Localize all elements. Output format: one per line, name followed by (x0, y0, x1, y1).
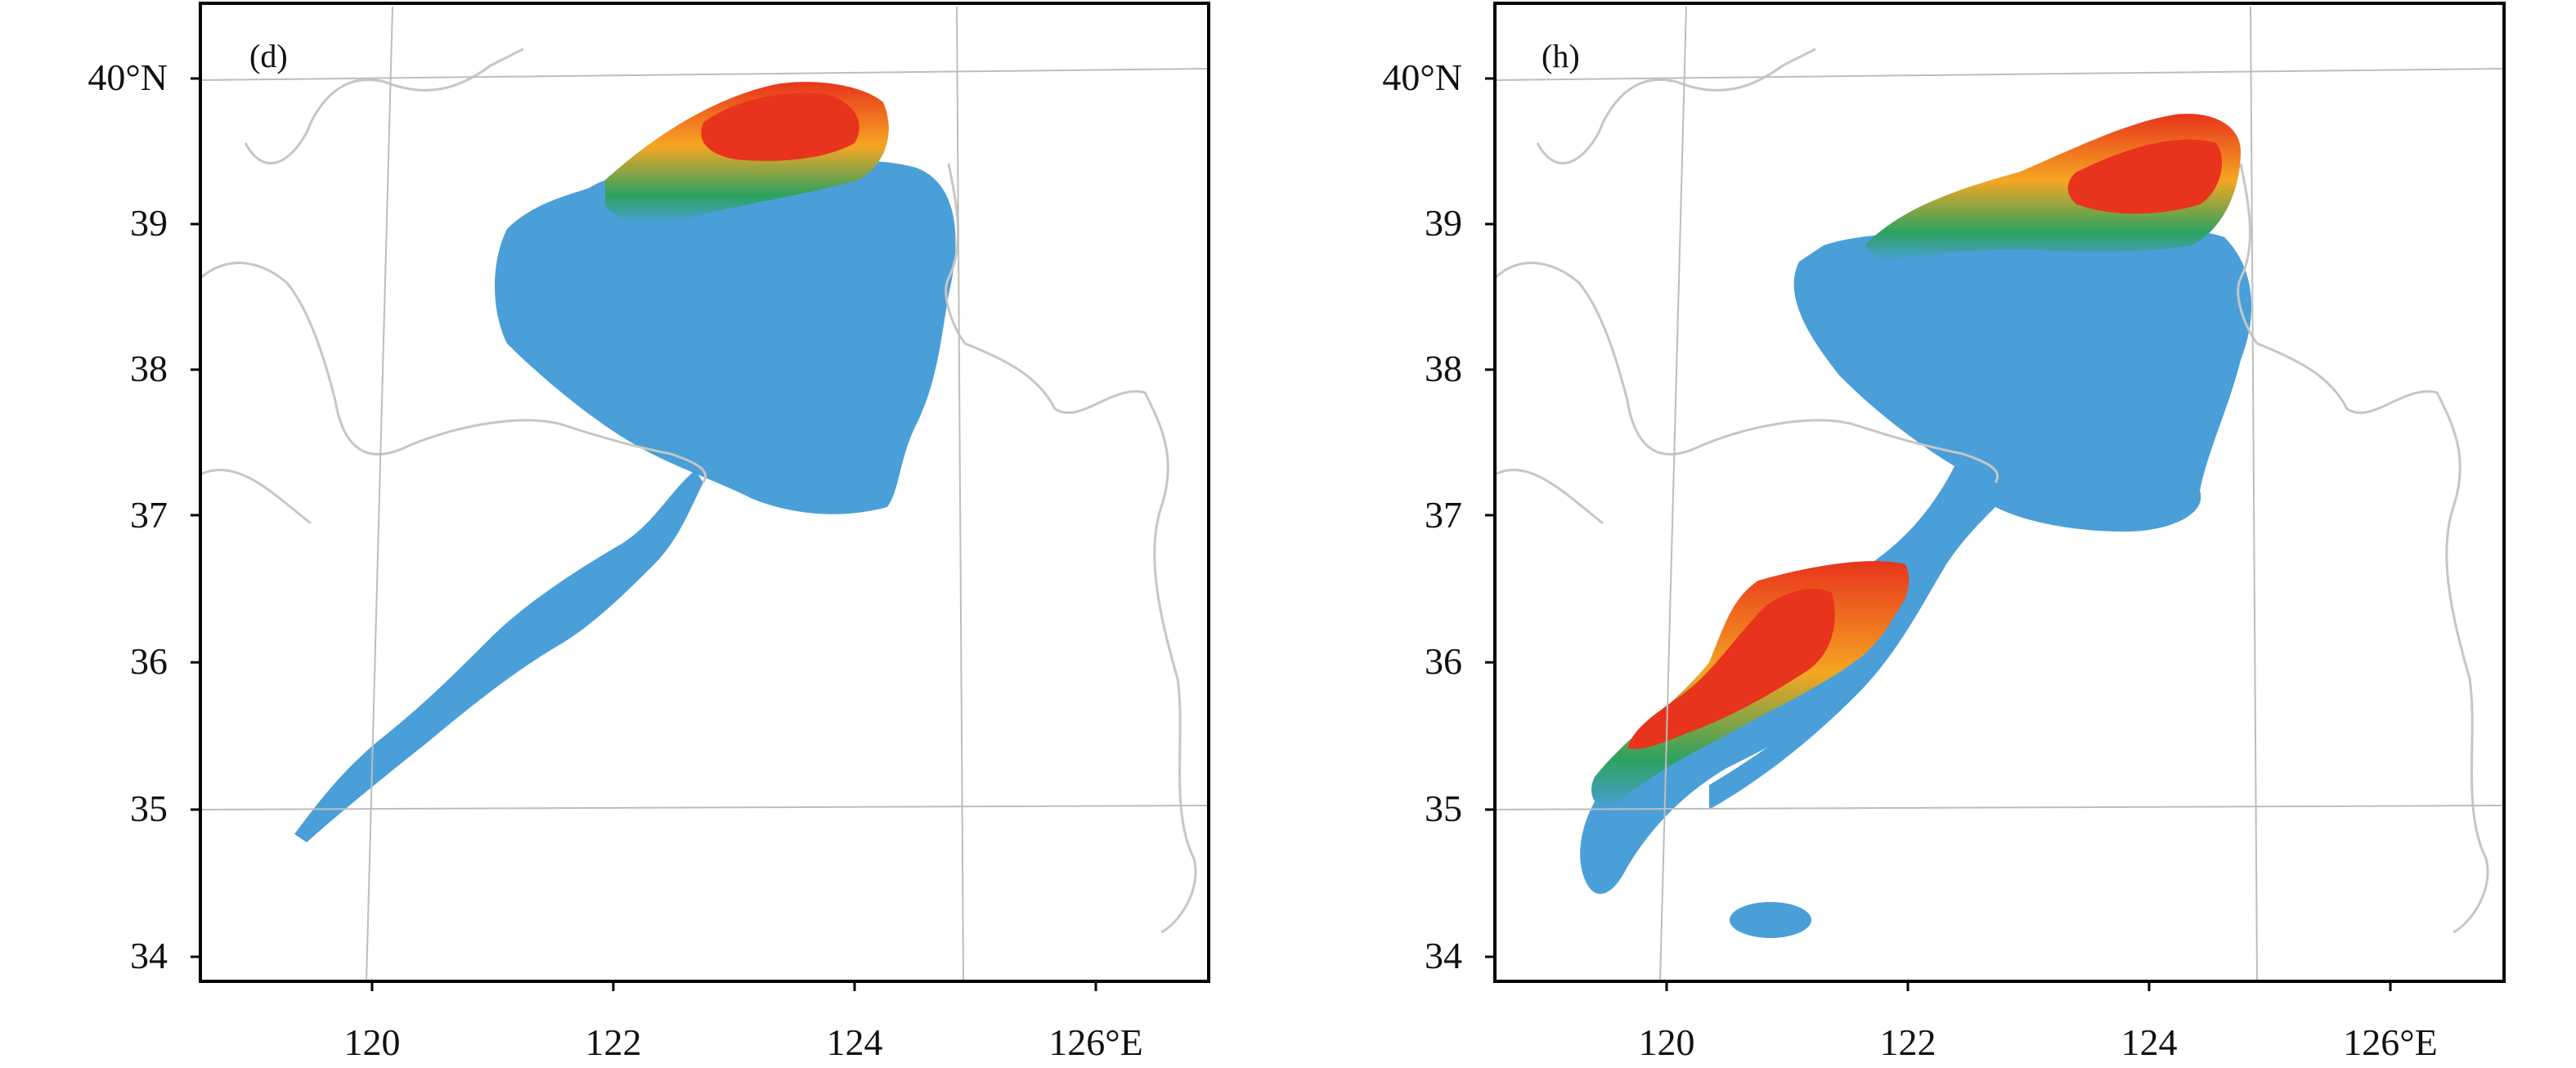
map-frame-h (1493, 2, 2506, 983)
panel-label-h: (h) (1542, 38, 1580, 74)
x-axis-h: 120 122 124 126°E (1639, 981, 2438, 1063)
y-tick-label-d-2: 38 (130, 348, 168, 389)
y-tick-label-h-3: 37 (1425, 494, 1462, 536)
x-tick-label-d-1: 122 (586, 1021, 642, 1063)
x-tick-label-h-2: 124 (2121, 1021, 2178, 1063)
fog-peak-h (2067, 139, 2223, 214)
map-panel-d: (d) 40°N 39 38 37 36 35 34 120 122 124 (88, 2, 1210, 1063)
graticule-d (200, 6, 1209, 982)
y-tick-label-d-1: 39 (130, 202, 168, 244)
fog-main-body-h (1580, 228, 2252, 895)
y-tick-label-h-1: 39 (1425, 202, 1462, 244)
fog-patch-h (1730, 902, 1811, 938)
fog-field-h (1580, 114, 2252, 938)
x-tick-label-d-2: 124 (827, 1021, 883, 1063)
fog-strip-h (1709, 556, 1946, 810)
fog-field-d (294, 82, 956, 842)
y-tick-label-d-5: 35 (130, 788, 168, 829)
coastlines-d (200, 47, 1197, 934)
y-tick-label-h-0: 40°N (1382, 56, 1462, 98)
y-tick-label-d-4: 36 (130, 640, 168, 682)
x-axis-d: 120 122 124 126°E (344, 981, 1143, 1063)
y-tick-label-d-3: 37 (130, 494, 168, 536)
fog-main-body-d (495, 160, 956, 514)
x-tick-label-h-0: 120 (1639, 1021, 1695, 1063)
fog-peak-d (701, 92, 859, 161)
x-tick-label-h-3: 126°E (2343, 1021, 2438, 1063)
map-frame-d (199, 2, 1210, 983)
map-panel-h: (h) 40°N 39 38 37 36 35 34 120 122 124 (1382, 2, 2506, 1063)
graticule-h (1494, 6, 2505, 982)
y-tick-label-h-4: 36 (1425, 640, 1462, 682)
fog-south-peak-h (1627, 589, 1835, 749)
y-axis-d: 40°N 39 38 37 36 35 34 (88, 56, 200, 976)
panel-label-d: (d) (249, 38, 288, 74)
coastlines-h (1493, 47, 2489, 934)
x-tick-label-h-1: 122 (1880, 1021, 1936, 1063)
y-tick-label-h-6: 34 (1425, 935, 1462, 976)
y-axis-h: 40°N 39 38 37 36 35 34 (1382, 56, 1495, 976)
y-tick-label-d-0: 40°N (88, 56, 168, 98)
y-tick-label-h-5: 35 (1425, 788, 1462, 829)
x-tick-label-d-3: 126°E (1048, 1021, 1143, 1063)
y-tick-label-h-2: 38 (1425, 348, 1462, 389)
y-tick-label-d-6: 34 (130, 935, 168, 976)
fog-coastal-strip-d (294, 470, 703, 842)
x-tick-label-d-0: 120 (344, 1021, 401, 1063)
